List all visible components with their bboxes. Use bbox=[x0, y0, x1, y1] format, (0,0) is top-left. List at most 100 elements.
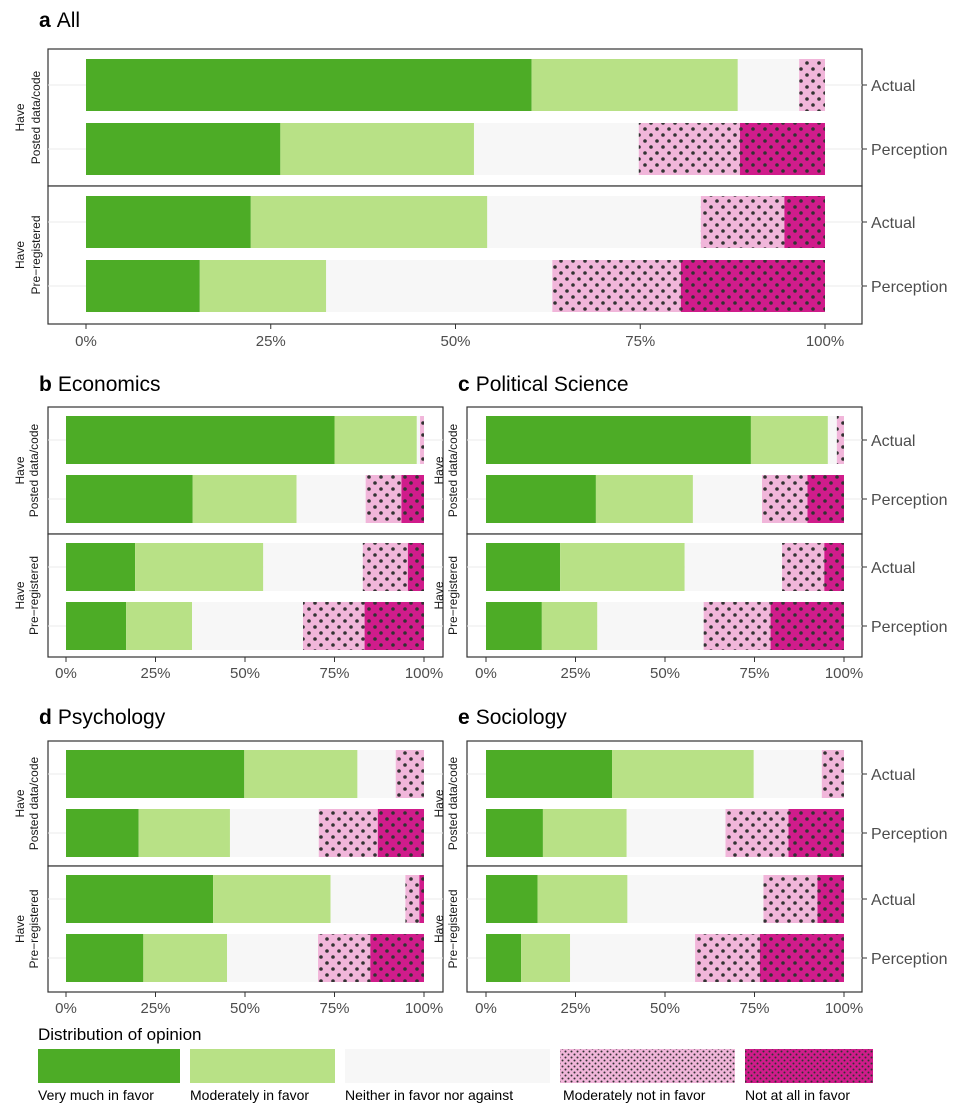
legend: Distribution of opinion Very much in fav… bbox=[38, 1025, 873, 1103]
panel-d-group-1-row-perception bbox=[48, 809, 443, 857]
panel-b-group-1-label-line-2: Posted data/code bbox=[27, 423, 41, 517]
panel-c-group-2-row-actual: Actual bbox=[467, 543, 915, 591]
panel-a-group-1: Actual Perception Have Posted data/code bbox=[13, 48, 948, 187]
panel-c-group-1-row-actual-bar-moderately-not-in-favor bbox=[836, 416, 844, 464]
panel-d-group-2-row-actual-bar-not-at-all-in-favor bbox=[419, 875, 424, 923]
panel-a-xtick-label-1: 25% bbox=[256, 333, 286, 350]
panel-e-group-2-row-actual-bar-moderately-in-favor bbox=[537, 875, 628, 923]
panel-b-title-text: Economics bbox=[58, 373, 161, 396]
panel-d-group-2-row-perception bbox=[48, 934, 443, 982]
panel-b-group-2-row-perception bbox=[48, 602, 443, 650]
panel-d-group-1-label-line-2: Posted data/code bbox=[27, 756, 41, 850]
panel-d-group-1-row-perception-bar-not-at-all-in-favor bbox=[377, 809, 424, 857]
legend-item-neither: Neither in favor nor against bbox=[345, 1049, 550, 1103]
panel-a-group-2-row-actual-label: Actual bbox=[871, 215, 915, 232]
panel-b-group-1-row-actual-bar-moderately-in-favor bbox=[334, 416, 417, 464]
panel-d-group-2-row-perception-bar-moderately-in-favor bbox=[143, 934, 228, 982]
panel-c-title-text: Political Science bbox=[476, 373, 629, 396]
panel-d-group-1: HavePosted data/code bbox=[13, 740, 444, 867]
panel-c-group-2-row-actual-bar-neither bbox=[684, 543, 783, 591]
panel-a-group-2-row-perception-bar-very-much-in-favor bbox=[86, 260, 200, 312]
panel-e-group-1-row-actual: Actual bbox=[467, 750, 915, 798]
panel-c-group-1-row-actual-label: Actual bbox=[871, 433, 915, 450]
panel-b-xtick-label-0: 0% bbox=[55, 665, 77, 682]
panel-c-group-1-row-perception-label: Perception bbox=[871, 492, 948, 509]
panel-a-group-1-row-actual-bar-moderately-not-in-favor bbox=[799, 59, 825, 111]
panel-d-group-1-label: HavePosted data/code bbox=[13, 756, 41, 850]
legend-title: Distribution of opinion bbox=[38, 1025, 201, 1044]
panel-e-xtick-label-2: 50% bbox=[650, 1000, 680, 1017]
panel-d-group-2-row-actual-bar-moderately-not-in-favor bbox=[405, 875, 420, 923]
panel-e-group-1-row-perception: Perception bbox=[467, 809, 948, 857]
panel-b-group-1: HavePosted data/code bbox=[13, 406, 444, 535]
panel-e-title: e Sociology bbox=[458, 706, 567, 729]
panel-e-group-1-row-actual-bar-neither bbox=[753, 750, 822, 798]
panel-d-group-2-row-perception-bar-very-much-in-favor bbox=[66, 934, 144, 982]
panel-a-group-2-row-actual-bar-neither bbox=[487, 196, 701, 248]
panel-e-group-1-row-actual-bar-moderately-in-favor bbox=[612, 750, 754, 798]
panel-c-group-2-label-line-1: Have bbox=[432, 581, 446, 609]
legend-label-very-much-in-favor: Very much in favor bbox=[38, 1087, 154, 1103]
panel-c-group-1: Actual Perception HavePosted data/code bbox=[432, 406, 948, 535]
panel-b-group-1-row-perception-bar-neither bbox=[296, 475, 366, 523]
panel-d-xtick-label-4: 100% bbox=[405, 1000, 443, 1017]
panel-d-group-1-row-perception-bar-moderately-in-favor bbox=[138, 809, 230, 857]
panel-e-letter: e bbox=[458, 706, 470, 729]
legend-label-moderately-in-favor: Moderately in favor bbox=[190, 1087, 309, 1103]
panel-d-xtick-label-2: 50% bbox=[230, 1000, 260, 1017]
panel-d-group-1-row-actual-bar-moderately-not-in-favor bbox=[395, 750, 424, 798]
panel-c-group-1-row-perception-bar-neither bbox=[692, 475, 763, 523]
panel-a-xtick-label-3: 75% bbox=[625, 333, 655, 350]
legend-item-moderately-in-favor: Moderately in favor bbox=[190, 1049, 335, 1103]
panel-b-xtick-label-3: 75% bbox=[319, 665, 349, 682]
panel-a-group-1-row-actual-bar-very-much-in-favor bbox=[86, 59, 532, 111]
panel-a-xtick-label-0: 0% bbox=[75, 333, 97, 350]
panel-b-group-2-row-actual-bar-very-much-in-favor bbox=[66, 543, 136, 591]
panel-d-group-1-row-actual-bar-moderately-in-favor bbox=[244, 750, 358, 798]
panel-c-group-2: Actual Perception HavePre−registered bbox=[432, 533, 948, 658]
panel-a-group-2-row-perception-bar-moderately-in-favor bbox=[199, 260, 327, 312]
panel-e-group-1-row-perception-bar-very-much-in-favor bbox=[486, 809, 543, 857]
panel-e-group-1-row-perception-bar-moderately-not-in-favor bbox=[725, 809, 789, 857]
panel-c-group-1-label-line-1: Have bbox=[432, 456, 446, 484]
panel-e-group-1-row-perception-bar-neither bbox=[626, 809, 726, 857]
legend-key-neither bbox=[345, 1049, 550, 1083]
panel-e-xtick-label-3: 75% bbox=[739, 1000, 769, 1017]
panel-b-group-2-row-actual-bar-neither bbox=[263, 543, 363, 591]
panel-c-group-2-label: HavePre−registered bbox=[432, 556, 460, 635]
panel-e-group-1-row-perception-bar-moderately-in-favor bbox=[542, 809, 627, 857]
panel-d-group-1-row-actual-bar-neither bbox=[357, 750, 396, 798]
panel-d-group-2-label-line-2: Pre−registered bbox=[27, 889, 41, 968]
panel-a-group-2-row-actual-bar-very-much-in-favor bbox=[86, 196, 251, 248]
panel-e-group-1-label: HavePosted data/code bbox=[432, 756, 460, 850]
panel-a-group-2-row-perception: Perception bbox=[48, 260, 948, 312]
panel-a-group-2-row-perception-bar-neither bbox=[326, 260, 553, 312]
panel-c-xtick-label-4: 100% bbox=[825, 665, 863, 682]
panel-c: c Political ScienceActualPerceptionHavePo… bbox=[432, 373, 948, 682]
panel-b-group-1-row-perception-bar-moderately-not-in-favor bbox=[365, 475, 402, 523]
panel-b-group-1-label-line-1: Have bbox=[13, 456, 27, 484]
panel-a-group-1-row-actual-label: Actual bbox=[871, 78, 915, 95]
panel-d-title: d Psychology bbox=[39, 706, 166, 729]
legend-item-not-at-all-in-favor: Not at all in favor bbox=[745, 1049, 873, 1103]
panel-a-group-1-row-perception-bar-very-much-in-favor bbox=[86, 123, 281, 175]
panel-d-xtick-label-3: 75% bbox=[319, 1000, 349, 1017]
panel-b-group-2-row-actual-bar-moderately-in-favor bbox=[135, 543, 264, 591]
panel-b-group-1-label: HavePosted data/code bbox=[13, 423, 41, 517]
panel-a-group-1-label-line-2: Posted data/code bbox=[29, 70, 43, 164]
panel-d-group-2-row-actual-bar-very-much-in-favor bbox=[66, 875, 214, 923]
legend-item-very-much-in-favor: Very much in favor bbox=[38, 1049, 180, 1103]
panel-e-group-1-row-actual-bar-moderately-not-in-favor bbox=[821, 750, 844, 798]
panel-c-group-1-row-actual-bar-neither bbox=[827, 416, 837, 464]
panel-b-group-1-row-actual bbox=[48, 416, 443, 464]
panel-b-group-2-label-line-2: Pre−registered bbox=[27, 556, 41, 635]
panel-b-group-2-label: HavePre−registered bbox=[13, 556, 41, 635]
panel-e-group-2-row-actual: Actual bbox=[467, 875, 915, 923]
panel-e-group-2-row-actual-bar-very-much-in-favor bbox=[486, 875, 538, 923]
panel-a-xtick-label-2: 50% bbox=[440, 333, 470, 350]
panel-e-group-2: Actual Perception HavePre−registered bbox=[432, 865, 948, 993]
panel-c-group-2-row-perception-bar-not-at-all-in-favor bbox=[770, 602, 844, 650]
panel-e-group-2-row-perception-label: Perception bbox=[871, 951, 948, 968]
legend-item-moderately-not-in-favor: Moderately not in favor bbox=[560, 1049, 735, 1103]
